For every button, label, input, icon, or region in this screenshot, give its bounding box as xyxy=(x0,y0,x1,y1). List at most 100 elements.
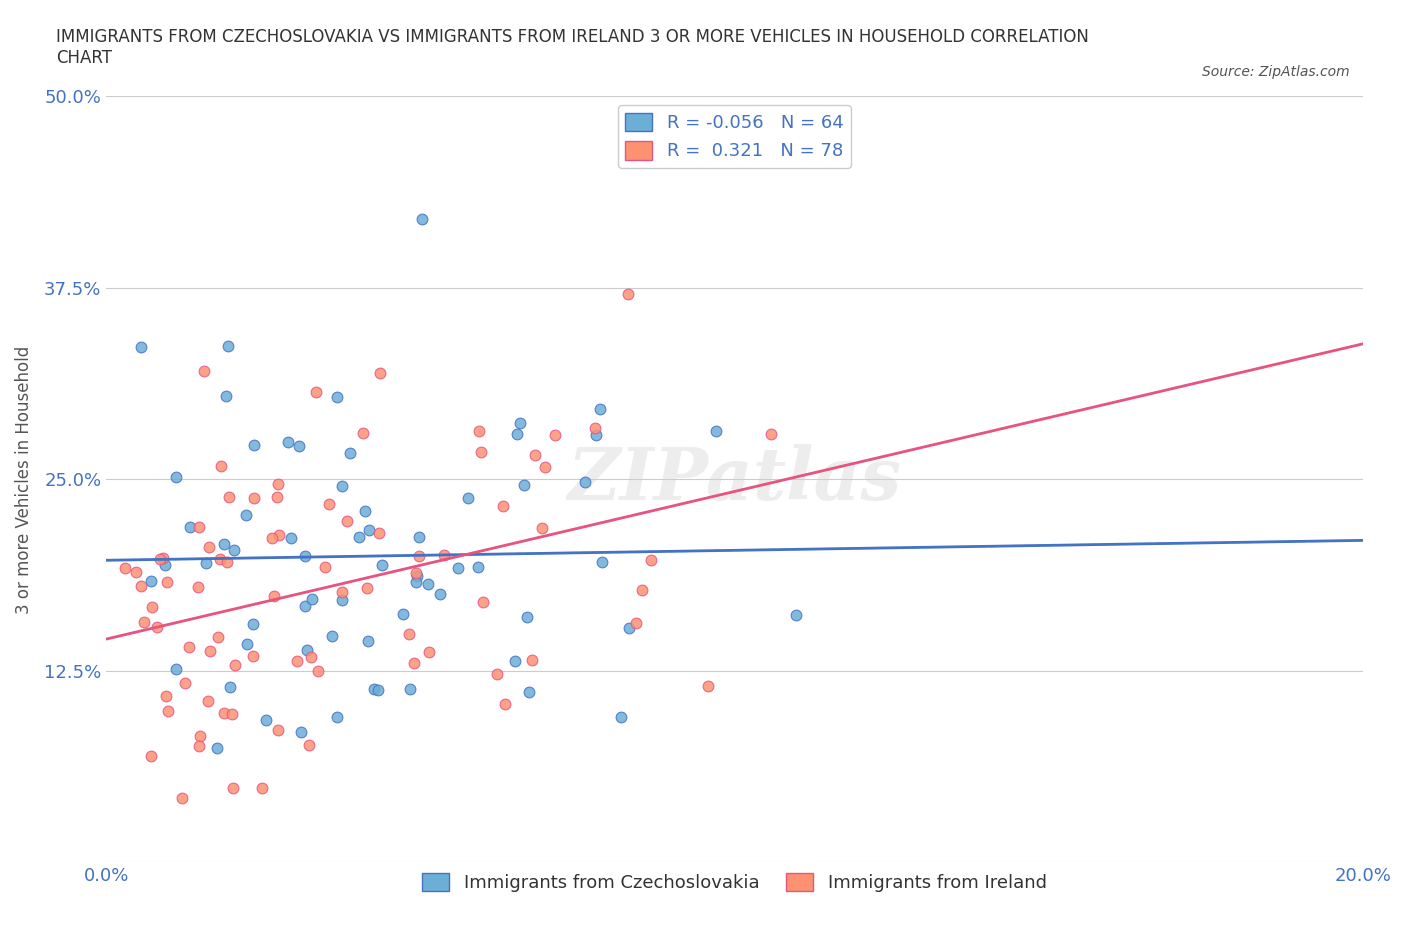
Immigrants from Czechoslovakia xyxy=(217,339,239,353)
Immigrants from Ireland xyxy=(304,384,326,399)
Immigrants from Ireland xyxy=(640,553,662,568)
Immigrants from Ireland xyxy=(544,428,567,443)
Immigrants from Czechoslovakia xyxy=(367,683,389,698)
Immigrants from Ireland xyxy=(263,589,285,604)
Immigrants from Czechoslovakia xyxy=(195,555,218,570)
Immigrants from Czechoslovakia xyxy=(363,682,385,697)
Immigrants from Ireland xyxy=(336,514,359,529)
Immigrants from Ireland xyxy=(583,420,606,435)
Immigrants from Czechoslovakia xyxy=(165,661,187,676)
Immigrants from Ireland xyxy=(267,723,290,737)
Immigrants from Ireland xyxy=(402,656,425,671)
Immigrants from Czechoslovakia xyxy=(411,211,433,226)
Immigrants from Czechoslovakia xyxy=(179,519,201,534)
Immigrants from Ireland xyxy=(368,365,391,380)
Immigrants from Ireland xyxy=(193,364,215,379)
Immigrants from Ireland xyxy=(209,551,232,566)
Immigrants from Ireland xyxy=(141,599,163,614)
Immigrants from Czechoslovakia xyxy=(617,621,640,636)
Immigrants from Czechoslovakia xyxy=(610,710,633,724)
Immigrants from Ireland xyxy=(155,688,177,703)
Immigrants from Ireland xyxy=(492,498,515,513)
Immigrants from Czechoslovakia xyxy=(326,710,349,724)
Immigrants from Ireland xyxy=(471,594,494,609)
Immigrants from Czechoslovakia xyxy=(218,680,240,695)
Immigrants from Czechoslovakia xyxy=(235,508,257,523)
Immigrants from Ireland xyxy=(523,447,546,462)
Immigrants from Ireland xyxy=(617,286,640,301)
Immigrants from Czechoslovakia xyxy=(280,531,302,546)
Immigrants from Ireland xyxy=(149,551,172,566)
Immigrants from Czechoslovakia xyxy=(574,474,596,489)
Immigrants from Czechoslovakia xyxy=(349,530,371,545)
Immigrants from Ireland xyxy=(287,654,309,669)
Immigrants from Czechoslovakia xyxy=(236,637,259,652)
Immigrants from Ireland xyxy=(114,560,136,575)
Immigrants from Czechoslovakia xyxy=(416,577,439,591)
Immigrants from Ireland xyxy=(156,703,179,718)
Immigrants from Czechoslovakia xyxy=(516,609,538,624)
Immigrants from Ireland xyxy=(134,615,156,630)
Immigrants from Ireland xyxy=(314,560,336,575)
Immigrants from Czechoslovakia xyxy=(405,574,427,589)
Immigrants from Ireland xyxy=(207,630,229,644)
Immigrants from Czechoslovakia xyxy=(591,555,613,570)
Immigrants from Czechoslovakia xyxy=(224,543,246,558)
Immigrants from Ireland xyxy=(418,644,440,659)
Immigrants from Czechoslovakia xyxy=(330,592,353,607)
Text: Source: ZipAtlas.com: Source: ZipAtlas.com xyxy=(1202,65,1350,79)
Immigrants from Ireland xyxy=(486,666,509,681)
Immigrants from Ireland xyxy=(533,459,555,474)
Immigrants from Ireland xyxy=(367,525,389,540)
Text: IMMIGRANTS FROM CZECHOSLOVAKIA VS IMMIGRANTS FROM IRELAND 3 OR MORE VEHICLES IN : IMMIGRANTS FROM CZECHOSLOVAKIA VS IMMIGR… xyxy=(56,28,1090,67)
Immigrants from Ireland xyxy=(152,551,174,565)
Immigrants from Ireland xyxy=(307,663,329,678)
Immigrants from Ireland xyxy=(266,489,288,504)
Y-axis label: 3 or more Vehicles in Household: 3 or more Vehicles in Household xyxy=(15,345,32,614)
Immigrants from Czechoslovakia xyxy=(294,549,316,564)
Immigrants from Ireland xyxy=(188,738,211,753)
Immigrants from Ireland xyxy=(468,423,491,438)
Immigrants from Ireland xyxy=(299,650,322,665)
Immigrants from Ireland xyxy=(624,616,647,631)
Immigrants from Czechoslovakia xyxy=(290,724,312,739)
Immigrants from Ireland xyxy=(470,445,492,459)
Immigrants from Czechoslovakia xyxy=(215,389,238,404)
Immigrants from Czechoslovakia xyxy=(785,607,807,622)
Immigrants from Ireland xyxy=(697,678,720,693)
Immigrants from Czechoslovakia xyxy=(357,523,380,538)
Immigrants from Ireland xyxy=(318,497,340,512)
Legend: Immigrants from Czechoslovakia, Immigrants from Ireland: Immigrants from Czechoslovakia, Immigran… xyxy=(415,866,1054,899)
Immigrants from Czechoslovakia xyxy=(467,559,489,574)
Immigrants from Ireland xyxy=(267,477,290,492)
Immigrants from Ireland xyxy=(330,585,353,600)
Immigrants from Czechoslovakia xyxy=(139,574,162,589)
Immigrants from Czechoslovakia xyxy=(242,617,264,631)
Text: ZIPatlas: ZIPatlas xyxy=(568,444,901,515)
Immigrants from Ireland xyxy=(190,728,212,743)
Immigrants from Czechoslovakia xyxy=(321,629,343,644)
Immigrants from Ireland xyxy=(221,707,243,722)
Immigrants from Ireland xyxy=(131,578,153,593)
Immigrants from Czechoslovakia xyxy=(408,530,430,545)
Immigrants from Czechoslovakia xyxy=(212,537,235,551)
Immigrants from Ireland xyxy=(398,627,420,642)
Immigrants from Ireland xyxy=(187,579,209,594)
Immigrants from Ireland xyxy=(222,780,245,795)
Immigrants from Czechoslovakia xyxy=(503,654,526,669)
Immigrants from Czechoslovakia xyxy=(354,503,377,518)
Immigrants from Czechoslovakia xyxy=(330,478,353,493)
Immigrants from Ireland xyxy=(146,619,169,634)
Immigrants from Czechoslovakia xyxy=(585,428,607,443)
Immigrants from Ireland xyxy=(197,693,219,708)
Immigrants from Ireland xyxy=(218,490,240,505)
Immigrants from Ireland xyxy=(209,458,232,473)
Immigrants from Ireland xyxy=(405,565,427,580)
Immigrants from Czechoslovakia xyxy=(429,587,451,602)
Immigrants from Czechoslovakia xyxy=(205,740,228,755)
Immigrants from Czechoslovakia xyxy=(288,438,311,453)
Immigrants from Czechoslovakia xyxy=(277,435,299,450)
Immigrants from Czechoslovakia xyxy=(295,643,318,658)
Immigrants from Czechoslovakia xyxy=(326,390,349,405)
Immigrants from Czechoslovakia xyxy=(447,561,470,576)
